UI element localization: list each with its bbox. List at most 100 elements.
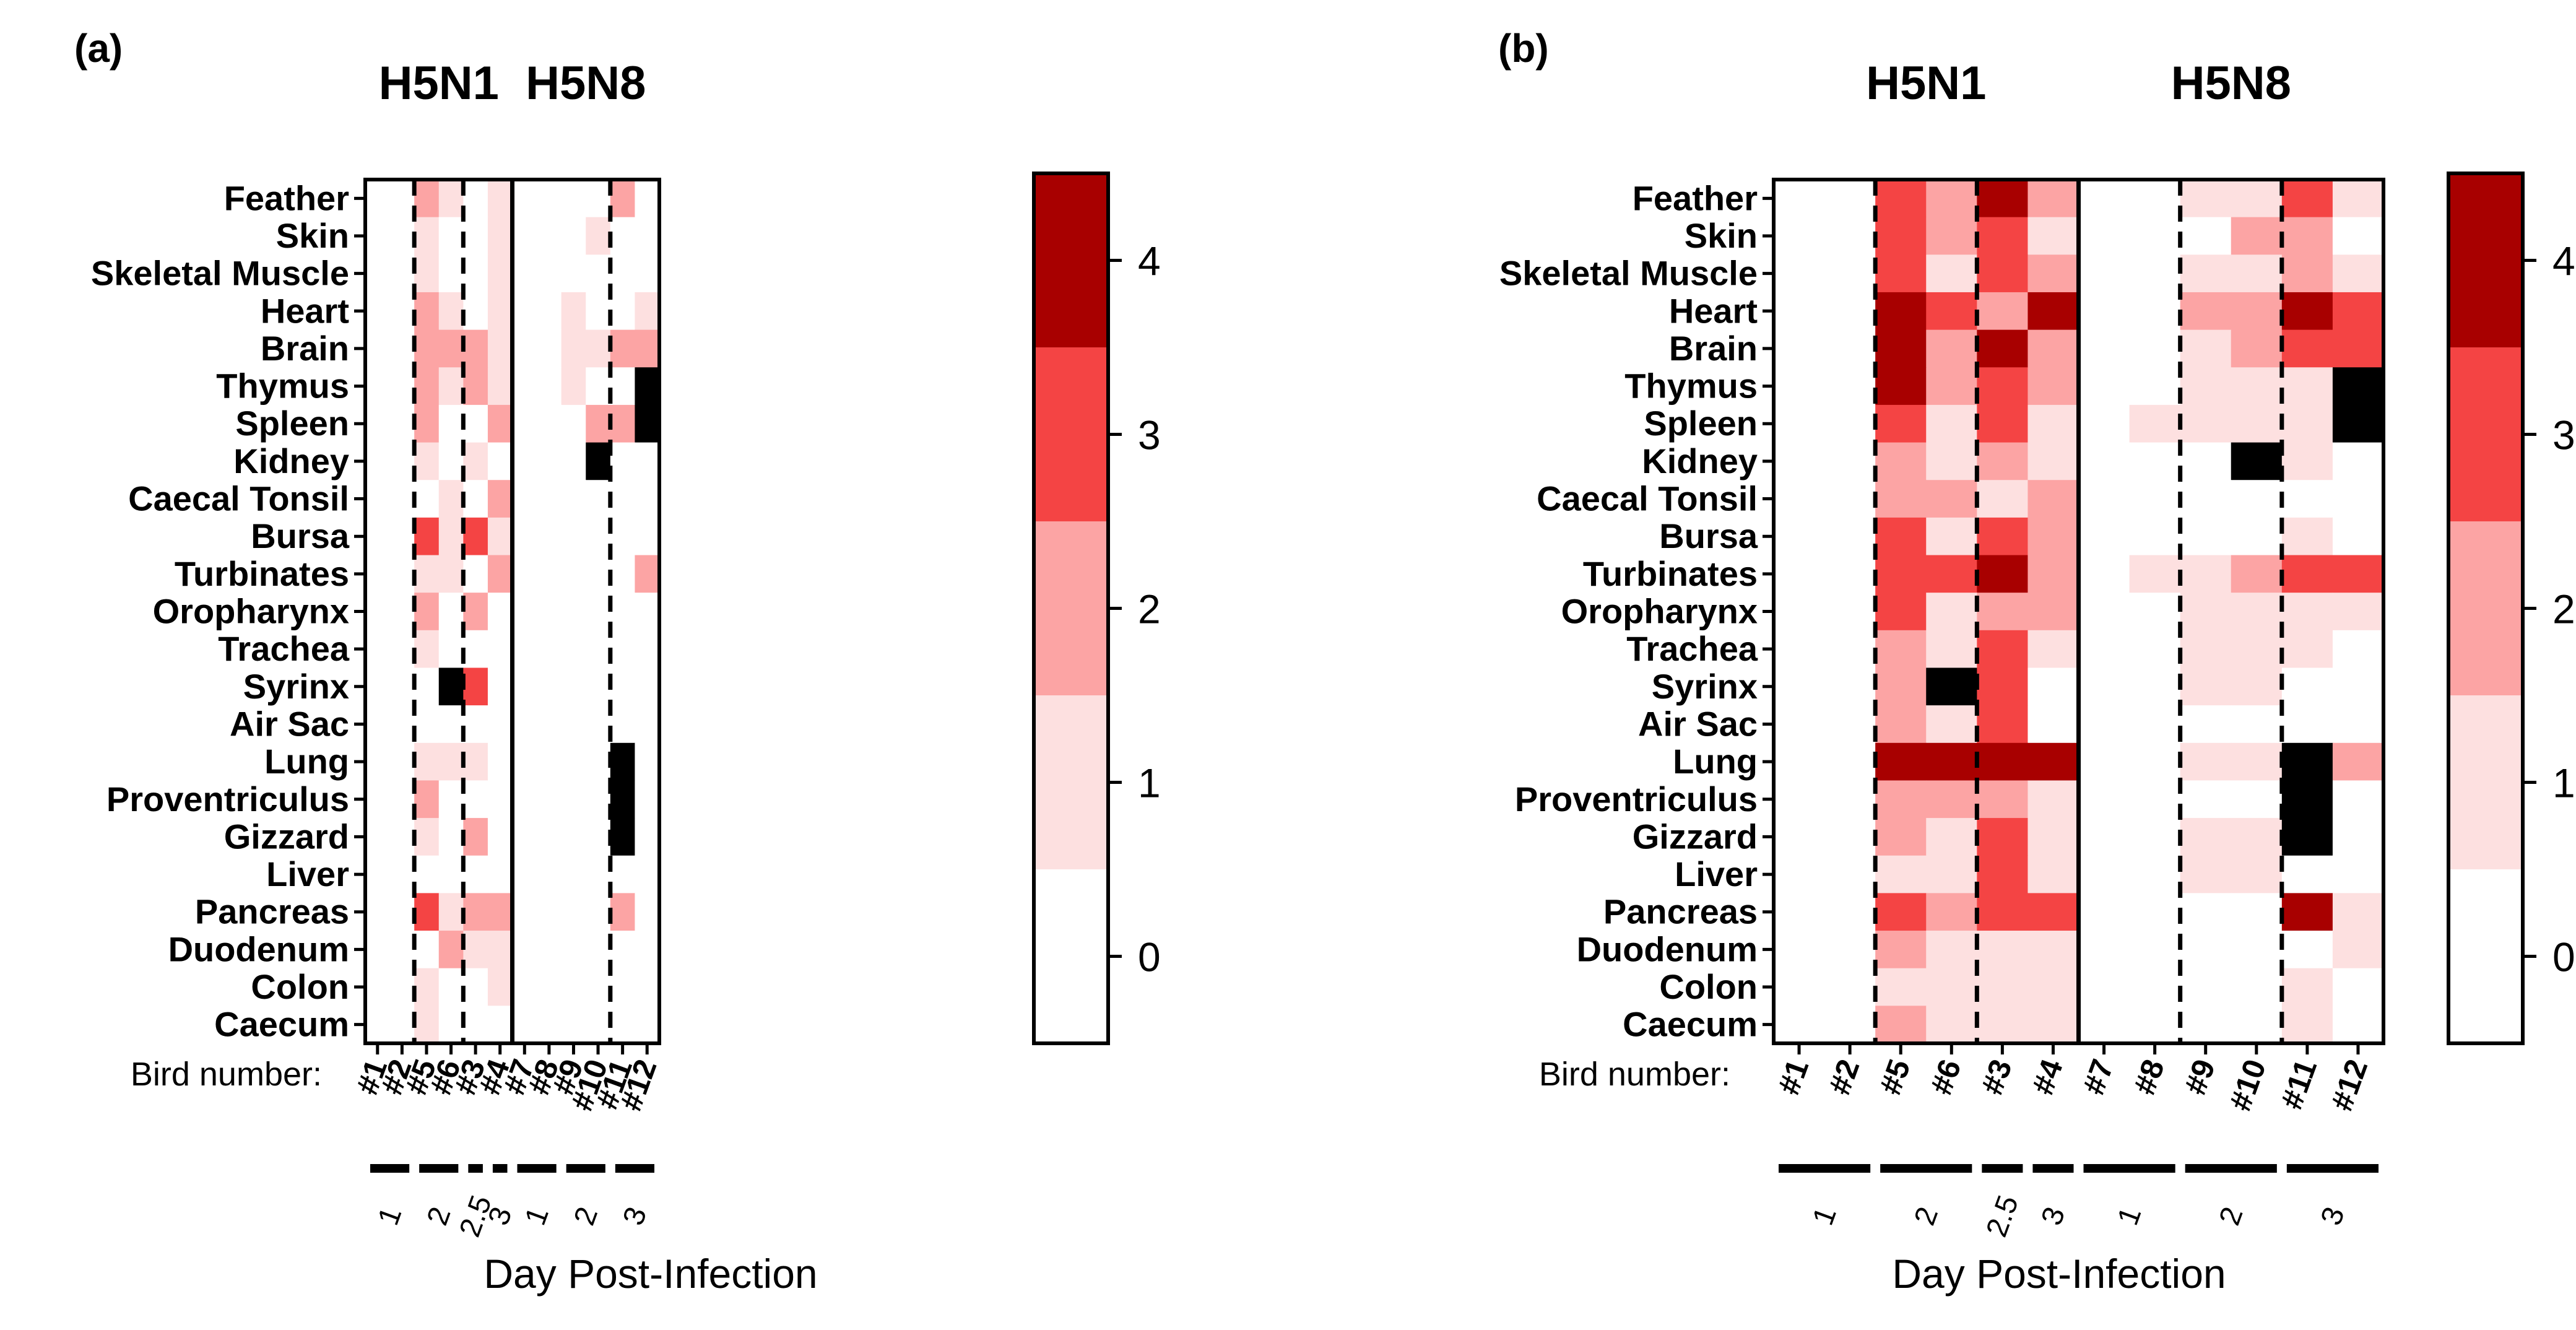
heatmap-cell [2180,517,2232,556]
heatmap-cell [512,742,537,781]
heatmap-cell [635,667,660,706]
heatmap-cell [537,329,562,368]
row-label: Oropharynx [1561,592,1758,631]
heatmap-cell [2231,517,2283,556]
heatmap-cell [537,404,562,443]
heatmap-cell [1774,818,1825,856]
heatmap-cell [561,968,586,1006]
heatmap-cell [414,855,440,893]
panel-label-a: (a) [74,26,123,71]
day-group-label: 1 [372,1203,409,1230]
heatmap-cell [586,367,611,406]
heatmap-cell [389,480,415,518]
heatmap-cell [2129,254,2181,293]
boundary-lines-a [412,180,613,1043]
heatmap-cell [487,667,513,706]
heatmap-cell [610,329,636,368]
heatmap-cell [365,667,391,706]
heatmap-cell [586,292,611,331]
day-group-label: 1 [519,1203,555,1230]
heatmap-cell [610,555,636,593]
heatmap-cell [1824,968,1876,1006]
heatmap-cell [389,931,415,969]
heatmap-cell [2078,968,2130,1006]
heatmap-cell [586,667,611,706]
heatmap-cell [365,593,391,631]
heatmap-cell [389,254,415,293]
row-ticks-b [1763,196,1774,1027]
row-label: Trachea [1626,629,1758,668]
heatmap-cell [2180,667,2232,706]
heatmap-cell [2078,254,2130,293]
heatmap-cell [2231,705,2283,744]
heatmap-cell [586,480,611,518]
heatmap-cell [610,480,636,518]
heatmap-cell [414,742,440,781]
heatmap-cell [2180,630,2232,669]
heatmap-cell [2180,893,2232,931]
day-group-bar [615,1164,654,1173]
row-label: Liver [266,854,349,893]
heatmap-cell [2231,329,2283,368]
heatmap-cell [463,217,488,255]
row-label: Syrinx [1652,667,1758,706]
heatmap-cell [2332,555,2384,593]
heatmap-cell [537,480,562,518]
heatmap-cell [2281,367,2333,406]
heatmap-cell [2129,855,2181,893]
heatmap-cell [1926,254,1977,293]
heatmap-cell [610,705,636,744]
heatmap-cell [2231,630,2283,669]
heatmap-cell [537,968,562,1006]
heatmap-cell [389,404,415,443]
heatmap-cell [561,480,586,518]
colorbar-tick-label: 2 [1138,586,1161,632]
heatmap-cell [2078,404,2130,443]
day-group-bar [492,1164,508,1173]
heatmap-cell [487,442,513,480]
bird-label: #10 [2223,1055,2273,1116]
heatmap-cell [414,217,440,255]
heatmap-cell [1774,780,1825,819]
heatmap-cell [463,742,488,781]
heatmap-cell [1875,329,1927,368]
heatmap-cell [487,818,513,856]
heatmap-cell [2332,893,2384,931]
day-group-bar [1982,1164,2023,1173]
heatmap-cell [1774,667,1825,706]
heatmap-cell [463,630,488,669]
heatmap-cell [2180,217,2232,255]
row-label: Air Sac [230,704,349,743]
day-group-label: 3 [2315,1203,2351,1230]
heatmap-cell [2231,480,2283,518]
heatmap-cell [438,893,464,931]
heatmap-cell [463,818,488,856]
row-label: Brain [261,329,349,368]
heatmap-cell [635,855,660,893]
heatmap-cell [1824,367,1876,406]
heatmap-cell [1875,931,1927,969]
row-label: Skeletal Muscle [91,254,349,293]
heatmap-cell [2281,780,2333,819]
heatmap-cell [2332,217,2384,255]
heatmap-cell [365,818,391,856]
heatmap-cell [586,705,611,744]
heatmap-cell [586,442,611,480]
heatmap-cell [610,855,636,893]
heatmap-cell [1774,893,1825,931]
heatmap-cell [2231,968,2283,1006]
heatmap-cell [1977,931,2029,969]
heatmap-cell [1977,254,2029,293]
heatmap-cell [1774,705,1825,744]
colorbar-tick-label: 0 [2552,934,2575,980]
heatmap-cell [389,667,415,706]
panel-label-b: (b) [1498,26,1549,71]
heatmap-cell [537,180,562,218]
heatmap-cell [2332,329,2384,368]
heatmap-cell [487,780,513,819]
heatmap-cell [438,705,464,744]
bird-label: #11 [2274,1055,2323,1114]
heatmap-cell [2129,968,2181,1006]
